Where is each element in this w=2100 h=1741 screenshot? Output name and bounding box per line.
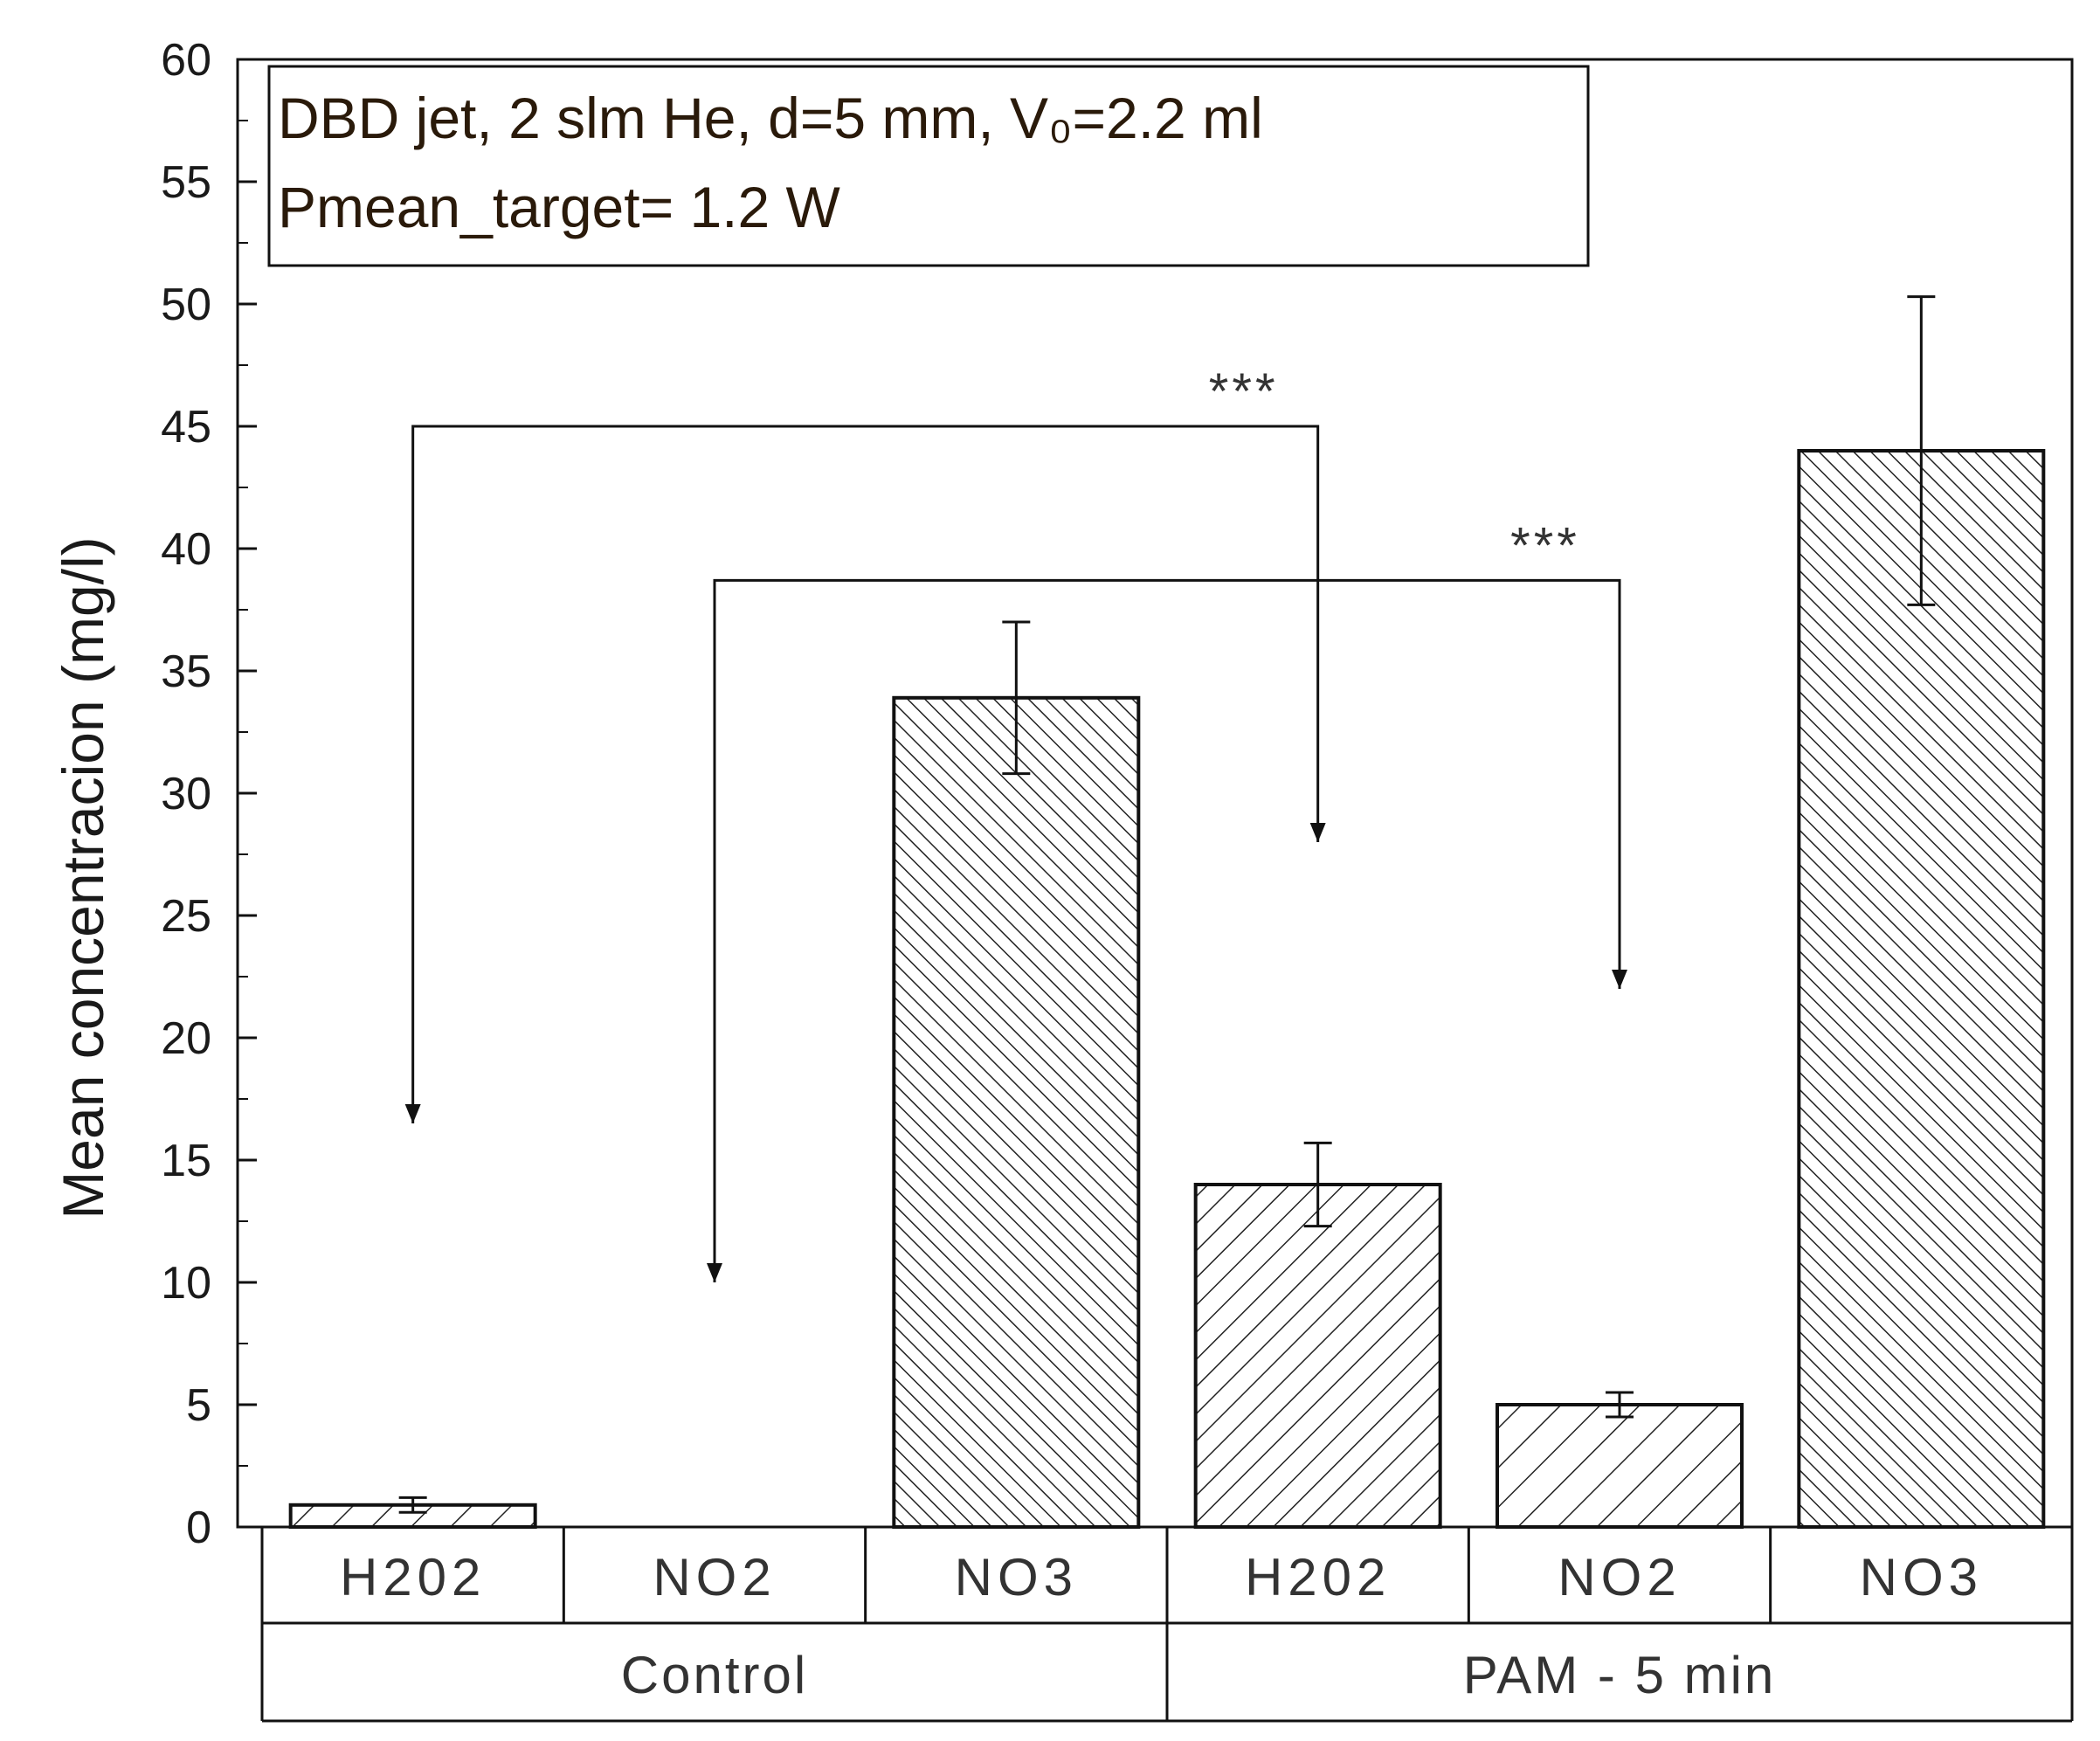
error-bars (398, 295, 1936, 1514)
category-label: NO3 (955, 1548, 1078, 1606)
y-tick-label: 35 (161, 646, 211, 697)
y-tick-label: 0 (186, 1503, 211, 1553)
y-axis-label: Mean concentracion (mg/l) (51, 536, 115, 1219)
bar (1496, 1403, 1744, 1529)
bars (288, 449, 2046, 1530)
bar (1797, 449, 2046, 1529)
significance-bracket (411, 425, 1320, 1123)
y-tick-label: 20 (161, 1013, 211, 1064)
category-label: NO2 (653, 1548, 776, 1606)
category-label: NO2 (1558, 1548, 1681, 1606)
category-label: H202 (1245, 1548, 1391, 1606)
y-axis: 0 5 10 15 20 25 30 35 40 45 50 55 60 (161, 35, 257, 1553)
annotation-box: DBD jet, 2 slm He, d=5 mm, V₀=2.2 ml Pme… (267, 65, 1590, 267)
bar (892, 695, 1141, 1529)
y-tick-label: 25 (161, 891, 211, 942)
category-table: H202 NO2 NO3 H202 NO2 NO3 Control PAM - 5 min (260, 1527, 2074, 1723)
category-label: NO3 (1860, 1548, 1983, 1606)
y-tick-label: 45 (161, 402, 211, 453)
annotation-line-1: DBD jet, 2 slm He, d=5 mm, V₀=2.2 ml (278, 86, 1263, 150)
y-tick-label: 15 (161, 1136, 211, 1186)
arrowhead-marker (1612, 970, 1627, 989)
y-tick-label: 50 (161, 280, 211, 330)
bar (1193, 1183, 1442, 1529)
group-label: PAM - 5 min (1463, 1646, 1777, 1704)
annotation-frame (267, 65, 1590, 267)
annotation-line-2: Pmean_target= 1.2 W (278, 175, 841, 239)
y-tick-label: 30 (161, 769, 211, 819)
arrowhead-marker (707, 1263, 722, 1282)
y-tick-label: 40 (161, 524, 211, 575)
significance-bracket (713, 578, 1621, 1282)
y-tick-label: 5 (186, 1380, 211, 1431)
y-tick-label: 60 (161, 35, 211, 86)
y-tick-label: 55 (161, 157, 211, 208)
y-tick-label: 10 (161, 1258, 211, 1309)
arrowhead-marker (1309, 823, 1326, 842)
arrowhead-marker (404, 1104, 421, 1123)
plot-frame (236, 58, 2074, 1529)
category-label: H202 (340, 1548, 486, 1606)
group-label: Control (621, 1646, 808, 1704)
significance-stars: *** (1209, 363, 1279, 420)
significance-brackets: *** *** (404, 363, 1627, 1282)
significance-stars: *** (1510, 517, 1580, 574)
